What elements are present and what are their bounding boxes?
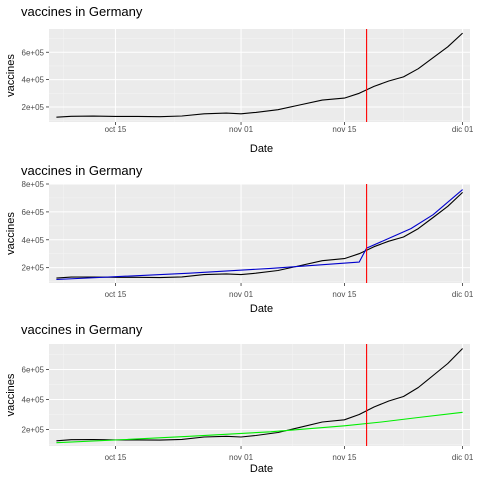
chart-panel-2: oct 15 nov 01 nov 15 dic 01 2e+05 4e+05 6e+05 8… bbox=[5, 163, 474, 315]
y-axis-label: vaccines bbox=[5, 54, 17, 97]
series-line-1 bbox=[56, 32, 463, 118]
y-tick-label: 4e+05 bbox=[22, 236, 45, 245]
x-tick-label: oct 15 bbox=[105, 290, 127, 299]
x-axis-label: Date bbox=[250, 143, 273, 155]
y-tick-label: 2e+05 bbox=[22, 264, 45, 273]
series-line-1 bbox=[56, 191, 463, 279]
x-tick-label: dic 01 bbox=[452, 290, 474, 299]
chart-title: vaccines in Germany bbox=[21, 322, 143, 337]
y-tick-label: 6e+05 bbox=[22, 48, 45, 57]
x-tick-label: nov 15 bbox=[332, 453, 357, 462]
y-tick-label: 6e+05 bbox=[22, 208, 45, 217]
y-axis-label: vaccines bbox=[5, 212, 17, 255]
x-tick-label: dic 01 bbox=[452, 453, 474, 462]
x-tick-label: nov 15 bbox=[332, 125, 357, 134]
x-tick-label: oct 15 bbox=[105, 125, 127, 134]
chart-panel-1: oct 15 nov 01 nov 15 dic 01 2e+05 4e+05 6e+05 v… bbox=[5, 4, 474, 155]
y-tick-label: 2e+05 bbox=[22, 426, 45, 435]
chart-title: vaccines in Germany bbox=[21, 4, 143, 19]
series-line-2 bbox=[56, 411, 463, 444]
x-tick-label: nov 01 bbox=[229, 453, 254, 462]
series-line-1 bbox=[56, 348, 463, 442]
x-tick-label: dic 01 bbox=[452, 125, 474, 134]
y-axis-label: vaccines bbox=[5, 373, 17, 416]
y-tick-label: 2e+05 bbox=[22, 103, 45, 112]
x-tick-label: nov 01 bbox=[229, 125, 254, 134]
chart-panel-3: oct 15 nov 01 nov 15 dic 01 2e+05 4e+05 6e+05 v… bbox=[5, 322, 474, 475]
x-tick-label: oct 15 bbox=[105, 453, 127, 462]
y-tick-label: 6e+05 bbox=[22, 366, 45, 375]
y-tick-label: 4e+05 bbox=[22, 76, 45, 85]
x-tick-label: nov 15 bbox=[332, 290, 357, 299]
y-tick-label: 8e+05 bbox=[22, 180, 45, 189]
x-axis-label: Date bbox=[250, 303, 273, 315]
y-tick-label: 4e+05 bbox=[22, 396, 45, 405]
x-tick-label: nov 01 bbox=[229, 290, 254, 299]
chart-title: vaccines in Germany bbox=[21, 163, 143, 178]
series-line-2 bbox=[56, 189, 463, 281]
x-axis-label: Date bbox=[250, 463, 273, 475]
